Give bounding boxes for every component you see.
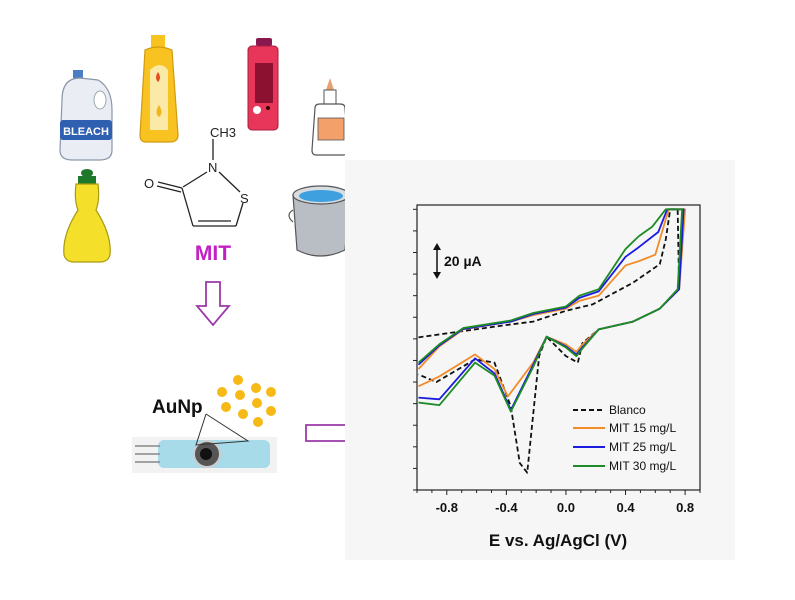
dish-soap-bottle-icon (63, 169, 111, 263)
series-line-mit-30-mg-l (417, 208, 684, 413)
illustration-panel: BLEACH (59, 35, 345, 473)
bleach-jug-icon: BLEACH (59, 70, 113, 161)
curves (417, 208, 687, 474)
legend-item-mit-15: MIT 15 mg/L (573, 421, 676, 435)
axis-ticks (413, 208, 701, 495)
mit-label: MIT (195, 242, 231, 265)
x-tick-label: 0.8 (676, 500, 694, 515)
svg-text:MIT 25 mg/L: MIT 25 mg/L (609, 440, 676, 454)
x-tick-label: 0.0 (557, 500, 575, 515)
legend-item-blanco: Blanco (573, 403, 646, 417)
scale-bar: 20 µA (433, 243, 482, 279)
aunp-label: AuNp (152, 397, 203, 418)
legend-item-mit-25: MIT 25 mg/L (573, 440, 676, 454)
down-arrow-icon (195, 281, 231, 327)
voltammogram-panel: -0.8 -0.4 0.0 0.4 0.8 E vs. Ag/AgCl (V) … (345, 160, 735, 560)
x-tick-label: -0.4 (495, 500, 518, 515)
x-tick-label: -0.8 (436, 500, 458, 515)
screen-printed-electrode-icon (132, 413, 277, 473)
bleach-label: BLEACH (63, 126, 109, 138)
svg-text:MIT 30 mg/L: MIT 30 mg/L (609, 459, 676, 473)
gold-nanoparticles-icon (217, 375, 276, 427)
x-tick-labels: -0.8 -0.4 0.0 0.4 0.8 (436, 500, 695, 515)
legend-item-mit-30: MIT 30 mg/L (573, 459, 676, 473)
nitrogen-label: N (208, 160, 217, 175)
paint-bucket-icon (288, 185, 345, 257)
mit-molecule-structure (156, 139, 244, 227)
glue-bottle-icon (311, 78, 345, 156)
shampoo-bottle-icon (139, 35, 179, 143)
spray-bottle-icon (247, 38, 279, 131)
ch3-label: CH3 (210, 125, 236, 140)
svg-text:Blanco: Blanco (609, 403, 646, 417)
oxygen-label: O (144, 176, 154, 191)
scale-bar-label: 20 µA (444, 253, 482, 269)
voltammogram-chart: -0.8 -0.4 0.0 0.4 0.8 E vs. Ag/AgCl (V) … (413, 204, 701, 550)
svg-text:MIT 15 mg/L: MIT 15 mg/L (609, 421, 676, 435)
plot-frame (416, 204, 701, 491)
right-arrow-icon (305, 424, 345, 442)
x-tick-label: 0.4 (616, 500, 635, 515)
x-axis-title: E vs. Ag/AgCl (V) (489, 531, 627, 550)
legend: Blanco MIT 15 mg/L MIT 25 mg/L MIT 30 mg… (573, 403, 676, 473)
sulfur-label: S (240, 191, 249, 206)
